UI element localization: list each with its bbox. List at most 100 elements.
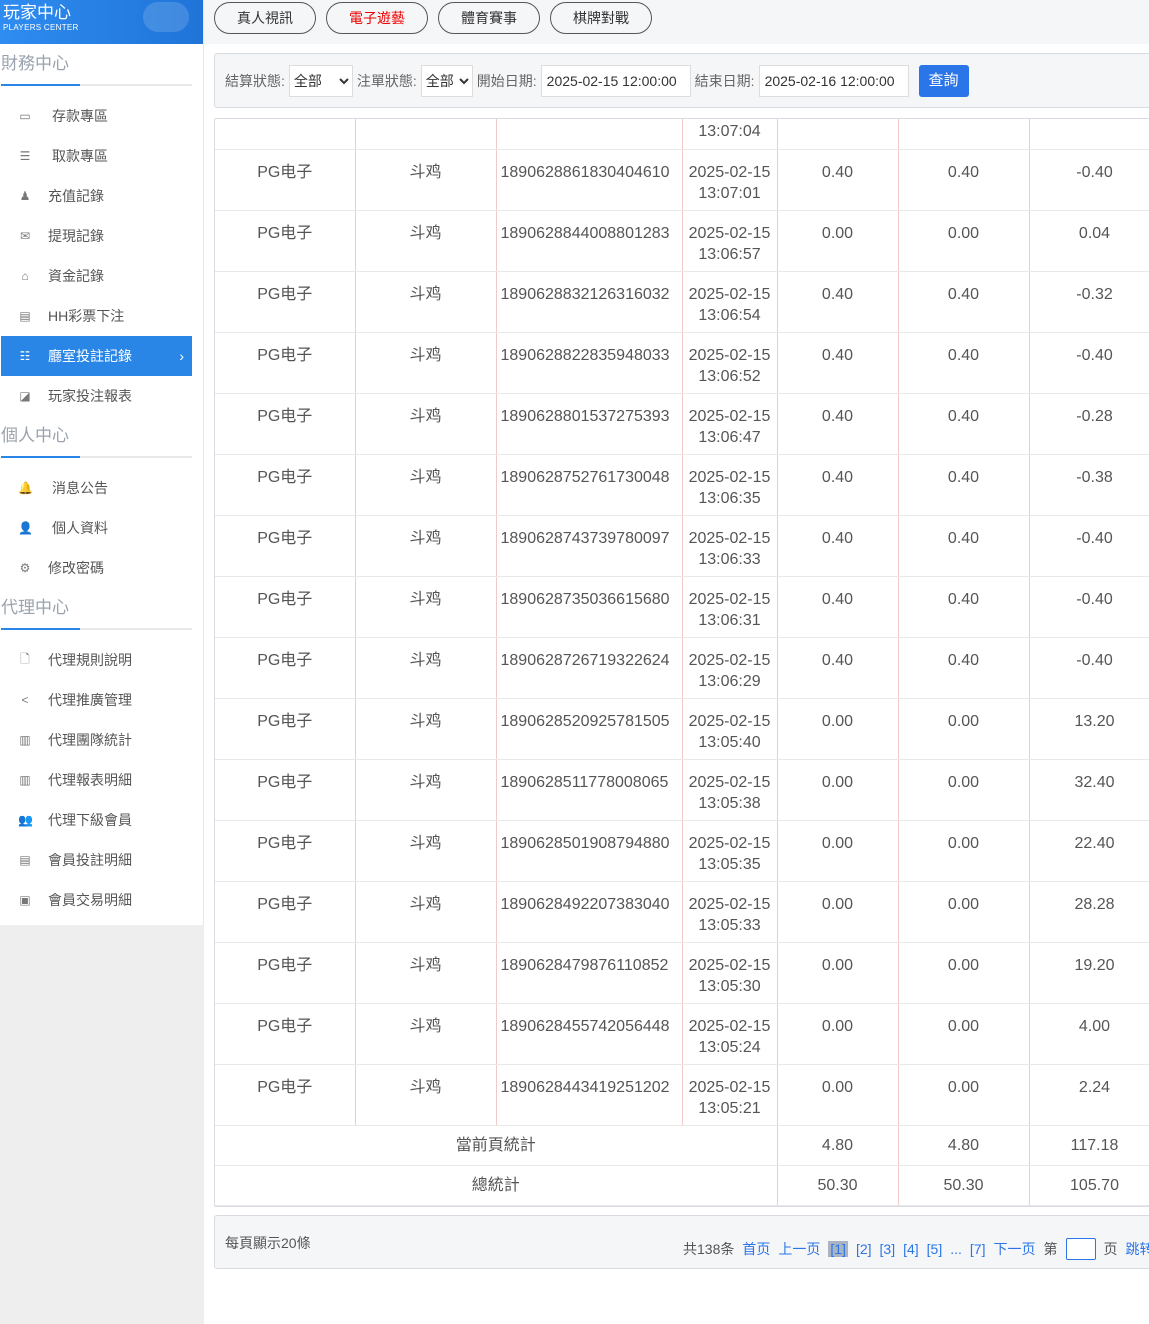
first-page-link[interactable]: 首页 (742, 1241, 771, 1257)
sidebar-item[interactable]: ▤ HH彩票下注 (1, 296, 192, 336)
summary-value: 105.70 (1029, 1165, 1149, 1206)
tab-game-category[interactable]: 真人視訊 (214, 2, 316, 34)
table-row: PG电子 斗鸡 1890628844008801283 2025-02-15 13:06… (215, 210, 1149, 272)
order-status-select[interactable]: 全部 (420, 64, 473, 97)
sidebar-item[interactable]: ⌂ 資金記錄 (1, 256, 192, 296)
table-row: PG电子 斗鸡 1890628501908794880 2025-02-15 13:05… (215, 820, 1149, 882)
bet-time-cell: 2025-02-15 13:05:38 (682, 759, 778, 821)
hand-money-icon: ☰ (19, 149, 31, 163)
settle-status-select[interactable]: 全部 (288, 64, 353, 97)
query-button[interactable]: 查詢 (918, 64, 969, 97)
prev-page-link[interactable]: 上一页 (778, 1241, 821, 1257)
tab-game-category[interactable]: 棋牌對戰 (550, 2, 652, 34)
sidebar-item-label: 存款專區 (52, 108, 108, 124)
sidebar-item-label: 取款專區 (52, 148, 108, 164)
valid-amount-cell: 0.40 (898, 332, 1030, 394)
sidebar-item[interactable]: ◪ 玩家投注報表 (1, 376, 192, 416)
game-platform-cell: PG电子 (215, 149, 356, 211)
page-link[interactable]: [2] (855, 1241, 872, 1257)
sidebar-item[interactable]: 👥 代理下級會員 (1, 800, 192, 840)
bet-id-cell: 1890628743739780097 (496, 515, 683, 577)
chart-icon: ◪ (19, 389, 31, 403)
page-link-current[interactable]: [1] (828, 1241, 848, 1257)
sidebar-item[interactable]: ▤ 會員投註明細 (1, 840, 192, 880)
win-loss-cell: -0.28 (1029, 393, 1149, 455)
page-link[interactable]: [5] (926, 1241, 943, 1257)
total-count: 共138条 (683, 1241, 735, 1257)
bet-clock: 13:06:54 (698, 306, 761, 324)
end-date-input[interactable]: 2025-02-16 12:00:00 (758, 64, 909, 97)
sidebar-item[interactable]: ☰ 取款專區 (1, 136, 192, 176)
sidebar-item[interactable]: ▥ 代理報表明細 (1, 760, 192, 800)
bet-date: 2025-02-15 (688, 163, 771, 181)
bet-date: 2025-02-15 (688, 346, 771, 364)
sidebar-item[interactable]: 🗋 代理規則說明 (1, 640, 192, 680)
game-platform-cell: PG电子 (215, 637, 356, 699)
book-icon: ▥ (19, 733, 31, 747)
bet-amount-cell: 0.40 (777, 393, 899, 455)
bet-id-cell: 1890628726719322624 (496, 637, 683, 699)
start-date-input[interactable]: 2025-02-15 12:00:00 (540, 64, 691, 97)
gamepad-icon (143, 2, 189, 32)
win-loss-cell: 22.40 (1029, 820, 1149, 882)
win-loss-cell: 32.40 (1029, 759, 1149, 821)
sidebar-item[interactable]: 👤 個人資料 (1, 508, 192, 548)
summary-label: 當前頁統計 (215, 1125, 778, 1166)
win-loss-cell: -0.40 (1029, 332, 1149, 394)
sidebar-item[interactable]: ⚙ 修改密碼 (1, 548, 192, 588)
sidebar-item[interactable]: ▭ 存款專區 (1, 96, 192, 136)
book-icon: ▥ (19, 773, 31, 787)
game-name-cell: 斗鸡 (355, 332, 497, 394)
tab-game-category[interactable]: 電子遊藝 (326, 2, 428, 34)
sidebar-item-label: 玩家投注報表 (48, 388, 132, 404)
table-row: PG电子 斗鸡 1890628455742056448 2025-02-15 13:05… (215, 1003, 1149, 1065)
sidebar-item-label: 代理規則說明 (48, 652, 132, 668)
sidebar-item[interactable]: ☷ 廳室投註記錄 › (1, 336, 192, 376)
bet-date: 2025-02-15 (688, 1017, 771, 1035)
table-row: PG电子 斗鸡 1890628479876110852 2025-02-15 13:05… (215, 942, 1149, 1004)
bet-id-cell: 1890628492207383040 (496, 881, 683, 943)
sidebar-item-label: 代理團隊統計 (48, 732, 132, 748)
table-cell (898, 119, 1030, 150)
next-page-link[interactable]: 下一页 (993, 1241, 1036, 1257)
order-status-label: 注單狀態: (356, 72, 417, 89)
table-row: PG电子 斗鸡 1890628520925781505 2025-02-15 13:05… (215, 698, 1149, 760)
sidebar-item[interactable]: ▥ 代理團隊統計 (1, 720, 192, 760)
page-link-last[interactable]: [7] (969, 1241, 986, 1257)
bet-time-cell: 2025-02-15 13:05:35 (682, 820, 778, 882)
valid-amount-cell: 0.40 (898, 454, 1030, 516)
win-loss-cell: 28.28 (1029, 881, 1149, 943)
sidebar-item-label: 會員投註明細 (48, 852, 132, 868)
section-title: 個人中心 (1, 426, 69, 445)
game-name-cell: 斗鸡 (355, 149, 497, 211)
bet-clock: 13:06:47 (698, 428, 761, 446)
bet-amount-cell: 0.40 (777, 576, 899, 638)
win-loss-cell: 13.20 (1029, 698, 1149, 760)
bet-clock: 13:06:31 (698, 611, 761, 629)
jump-button[interactable]: 跳转 (1125, 1241, 1149, 1257)
table-cell (215, 119, 356, 150)
page-link[interactable]: [3] (879, 1241, 896, 1257)
bet-amount-cell: 0.40 (777, 637, 899, 699)
bet-clock: 13:06:29 (698, 672, 761, 690)
bet-amount-cell: 0.40 (777, 149, 899, 211)
bet-clock: 13:05:24 (698, 1038, 761, 1056)
bet-time-cell: 2025-02-15 13:06:29 (682, 637, 778, 699)
valid-amount-cell: 0.40 (898, 149, 1030, 211)
user-icon: 👤 (18, 521, 33, 535)
page-link[interactable]: [4] (903, 1241, 919, 1257)
game-name-cell: 斗鸡 (355, 271, 497, 333)
sidebar-item[interactable]: 🔔 消息公告 (1, 468, 192, 508)
sidebar-item[interactable]: < 代理推廣管理 (1, 680, 192, 720)
goto-page-input[interactable] (1065, 1238, 1096, 1260)
sidebar-item[interactable]: ✉ 提現記錄 (1, 216, 192, 256)
sidebar-item-label: 消息公告 (52, 480, 108, 496)
sidebar-item[interactable]: ▣ 會員交易明細 (1, 880, 192, 920)
bet-amount-cell: 0.00 (777, 881, 899, 943)
sidebar-item[interactable]: ♟ 充值記錄 (1, 176, 192, 216)
bet-clock: 13:05:21 (698, 1099, 761, 1117)
bet-time-cell: 2025-02-15 13:06:31 (682, 576, 778, 638)
tab-game-category[interactable]: 體育賽事 (438, 2, 540, 34)
bet-date: 2025-02-15 (688, 773, 771, 791)
win-loss-cell: -0.32 (1029, 271, 1149, 333)
